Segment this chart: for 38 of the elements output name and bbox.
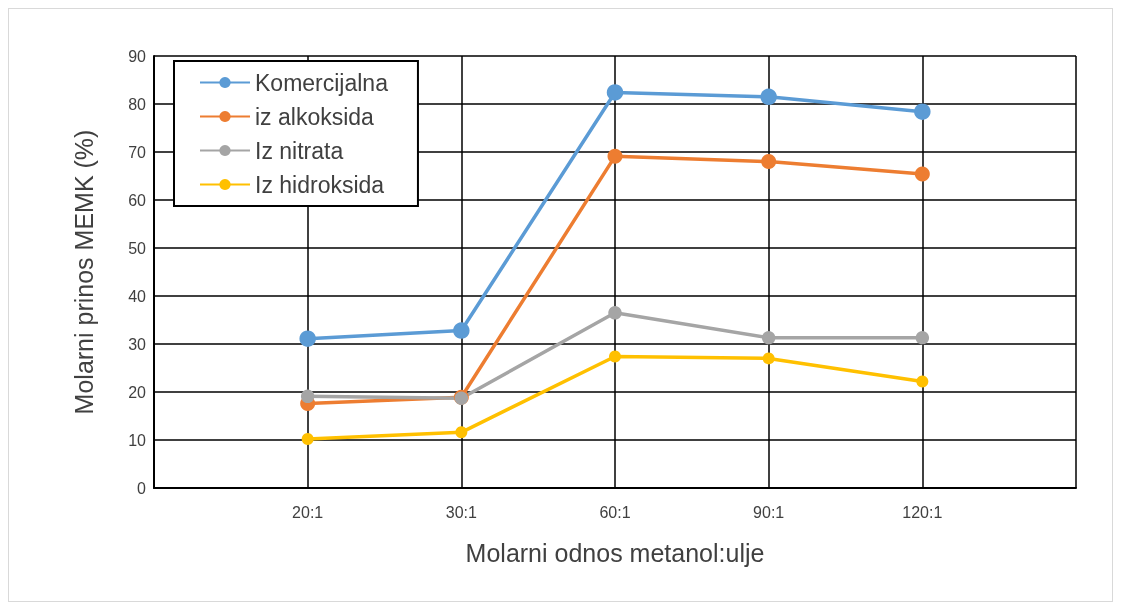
- point: [609, 350, 621, 363]
- y-tick-label: 40: [128, 287, 147, 305]
- point: [761, 154, 777, 170]
- point: [300, 389, 315, 404]
- legend-label: Komercijalna: [255, 69, 389, 96]
- x-tick-label: 60:1: [599, 503, 631, 521]
- y-tick-label: 50: [128, 239, 147, 257]
- x-tick-label: 90:1: [753, 503, 785, 521]
- point: [608, 306, 622, 320]
- x-tick-label: 120:1: [902, 503, 943, 521]
- y-tick-label: 80: [128, 95, 147, 113]
- point: [606, 84, 624, 101]
- point: [916, 375, 929, 388]
- point: [914, 166, 930, 182]
- point: [915, 331, 930, 345]
- y-tick-label: 20: [128, 383, 147, 401]
- y-axis-title: Molarni prinos MEMK (%): [69, 129, 98, 415]
- point: [762, 352, 775, 365]
- legend-label: Iz hidroksida: [255, 171, 385, 198]
- y-tick-label: 90: [128, 47, 147, 65]
- point: [761, 331, 776, 345]
- legend-label: iz alkoksida: [255, 103, 375, 130]
- point: [914, 103, 931, 120]
- point: [453, 322, 470, 339]
- point: [455, 426, 468, 439]
- x-tick-label: 30:1: [445, 503, 478, 521]
- point: [607, 148, 623, 164]
- x-tick-label: 20:1: [292, 503, 324, 521]
- y-tick-label: 30: [128, 335, 147, 353]
- point: [299, 330, 316, 347]
- y-tick-label: 60: [128, 191, 147, 209]
- point: [301, 433, 314, 446]
- point: [760, 88, 777, 106]
- x-axis-title: Molarni odnos metanol:ulje: [465, 538, 765, 567]
- y-tick-label: 70: [128, 143, 147, 161]
- y-tick-label: 10: [128, 431, 147, 449]
- y-tick-label: 0: [137, 479, 147, 497]
- legend-label: Iz nitrata: [255, 137, 344, 164]
